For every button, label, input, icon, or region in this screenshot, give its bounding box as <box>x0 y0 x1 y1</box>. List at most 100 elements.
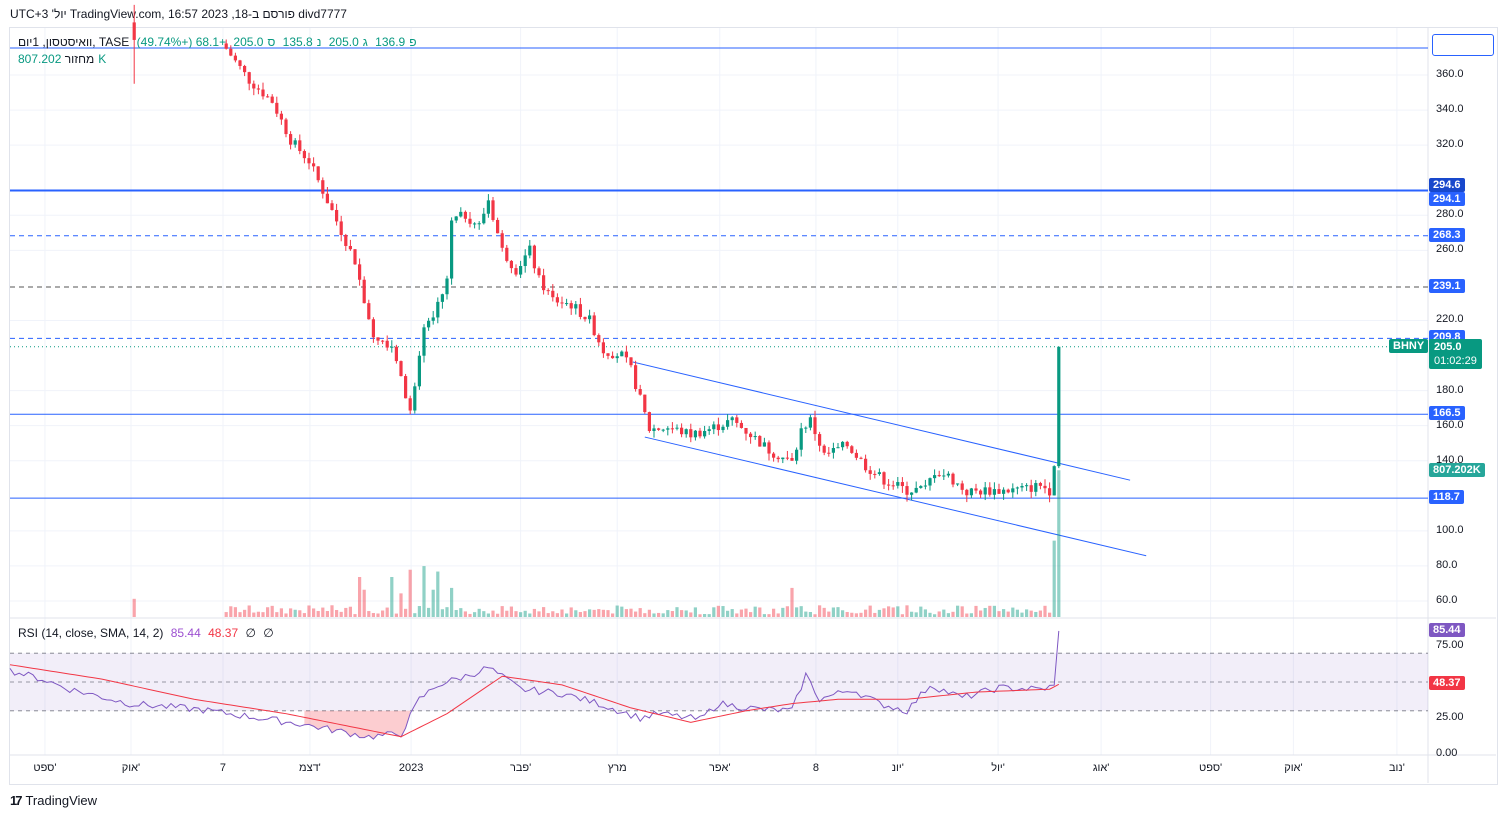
candle-body <box>703 431 707 437</box>
time-tick: יונ' <box>891 762 904 774</box>
volume-bar <box>647 609 651 617</box>
price-tick: 140.0 <box>1436 453 1464 466</box>
candle-body <box>537 268 541 276</box>
volume-bar <box>358 577 362 617</box>
volume-bar <box>827 611 831 617</box>
volume-bar <box>1034 611 1038 617</box>
volume-bar <box>247 605 251 617</box>
volume-bar <box>974 605 978 617</box>
rsi-tick: 75.00 <box>1436 639 1464 651</box>
candle-body <box>836 447 840 449</box>
volume-bar <box>1052 540 1056 617</box>
volume-bar <box>463 611 467 617</box>
candle-body <box>238 60 242 66</box>
candle-body <box>882 472 886 485</box>
candle-body <box>1025 485 1029 487</box>
candle-body <box>974 488 978 491</box>
candle-body <box>1043 485 1047 489</box>
volume-bar <box>1020 612 1024 617</box>
candle-body <box>762 442 766 447</box>
candle-body <box>477 223 481 225</box>
volume-bar <box>431 589 435 617</box>
candle-body <box>523 255 527 267</box>
volume-bar <box>482 611 486 617</box>
candle-body <box>693 430 697 438</box>
candle-body <box>790 457 794 461</box>
candle-body <box>394 346 398 362</box>
volume-bar <box>698 614 702 617</box>
candle-body <box>661 429 665 431</box>
rsi-sma-value: 48.37 <box>208 626 239 640</box>
candle-body <box>468 218 472 224</box>
candle-body <box>532 245 536 269</box>
candle-body <box>615 356 619 359</box>
rsi-extra-1: ∅ <box>245 626 256 640</box>
candle-body <box>528 245 532 256</box>
price-scale-input[interactable] <box>1432 34 1494 56</box>
candle-body <box>795 449 799 461</box>
volume-bar <box>965 613 969 617</box>
time-tick: פבר' <box>509 762 532 774</box>
volume-bar <box>496 613 500 617</box>
candle-body <box>427 320 431 328</box>
candle-body <box>891 485 895 487</box>
volume-bar <box>371 613 375 617</box>
price-tick: 100.0 <box>1436 523 1464 536</box>
candle-body <box>348 245 352 250</box>
candle-body <box>652 428 656 432</box>
candle-body <box>643 394 647 413</box>
volume-bar <box>739 609 743 617</box>
rsi-extra-2: ∅ <box>263 626 274 640</box>
candle-body <box>624 351 628 358</box>
candle-body <box>302 151 306 159</box>
candle-body <box>937 475 941 477</box>
volume-bar <box>744 608 748 617</box>
candle-body <box>555 297 559 303</box>
candle-body <box>988 487 992 495</box>
candle-body <box>233 55 237 61</box>
candle-body <box>928 478 932 486</box>
volume-bar <box>284 613 288 617</box>
candle-body <box>330 203 334 210</box>
volume-bar <box>749 612 753 617</box>
volume-bar <box>762 614 766 617</box>
candle-body <box>910 492 914 495</box>
rsi-oversold-fill <box>304 710 411 740</box>
candle-body <box>666 428 670 430</box>
volume-bar <box>680 610 684 617</box>
candle-body <box>969 488 973 496</box>
candle-body <box>266 96 270 98</box>
candle-body <box>256 88 260 90</box>
volume-bar <box>325 611 329 617</box>
candle-body <box>597 335 601 343</box>
tradingview-logo[interactable]: 17 TradingView <box>10 793 97 808</box>
volume-bar <box>243 609 247 617</box>
candle-body <box>307 158 311 164</box>
volume-bar <box>445 607 449 617</box>
volume-bar <box>307 605 311 617</box>
volume-bar <box>946 613 950 617</box>
candle-body <box>551 290 555 298</box>
volume-bar <box>1029 610 1033 617</box>
time-tick: אוק' <box>1284 762 1303 774</box>
candle-body <box>606 353 610 356</box>
low-label: נ <box>316 35 322 49</box>
candle-body <box>316 166 320 181</box>
volume-bar <box>841 610 845 617</box>
volume-bar <box>887 606 891 617</box>
volume-bar <box>597 609 601 617</box>
volume-bar <box>643 613 647 617</box>
volume-bar <box>298 610 302 617</box>
volume-bar <box>473 612 477 617</box>
candle-body <box>436 301 440 318</box>
candle-body <box>289 134 293 145</box>
candle-body <box>362 279 366 304</box>
price-tick: 260.0 <box>1436 243 1464 256</box>
volume-bar <box>344 607 348 617</box>
volume-bar <box>900 614 904 617</box>
volume-bar <box>583 611 587 617</box>
volume-bar <box>477 608 481 617</box>
volume-bar <box>592 609 596 617</box>
candle-body <box>132 22 136 40</box>
